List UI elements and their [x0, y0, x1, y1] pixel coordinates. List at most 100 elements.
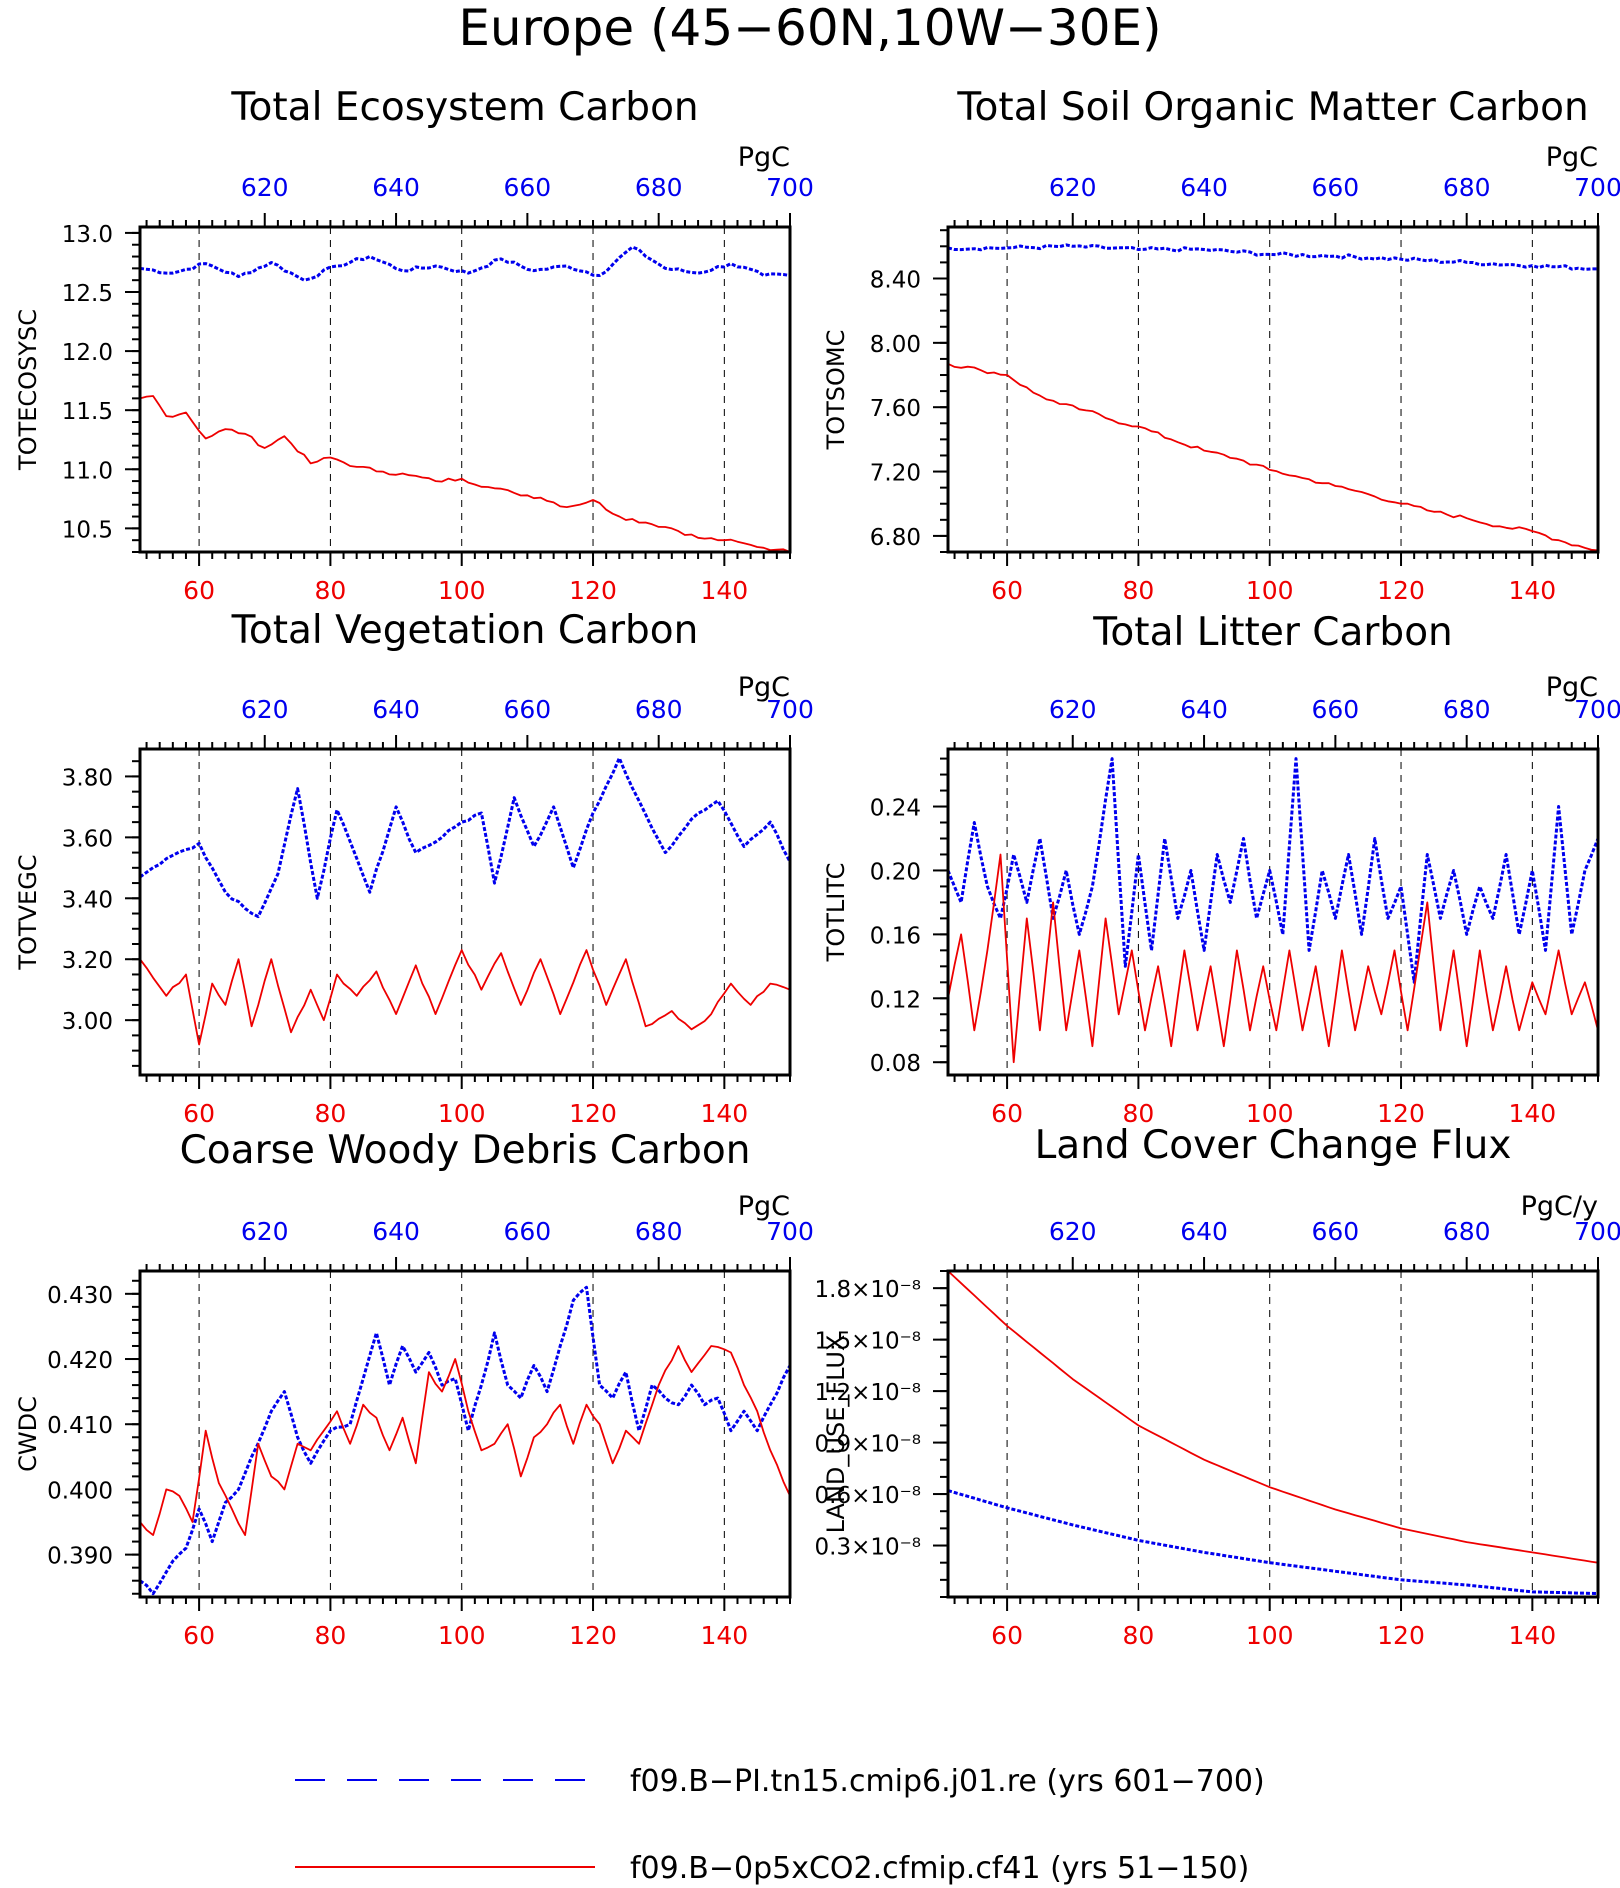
legend: f09.B−PI.tn15.cmip6.j01.re (yrs 601−700)…	[295, 1764, 1265, 1886]
unit-label: PgC/y	[1521, 1191, 1598, 1222]
chart-title: Coarse Woody Debris Carbon	[180, 1128, 751, 1173]
x-tick-label-top: 620	[1049, 173, 1097, 202]
x-tick-label-top: 620	[1049, 1217, 1097, 1246]
chart-title: Total Vegetation Carbon	[231, 608, 699, 653]
chart-title: Total Ecosystem Carbon	[230, 85, 698, 130]
chart-panel: Land Cover Change Flux PgC/y LAND_USE_FLUX…	[815, 1123, 1620, 1650]
x-tick-label-top: 620	[1049, 695, 1097, 724]
x-tick-label-bottom: 120	[569, 576, 617, 605]
x-tick-label-top: 640	[1180, 173, 1228, 202]
x-tick-label-top: 660	[504, 1217, 552, 1246]
x-tick-label-top: 680	[635, 695, 683, 724]
y-axis-label: TOTVEGC	[14, 854, 42, 970]
y-tick-label: 12.5	[62, 281, 113, 307]
x-tick-label-bottom: 80	[314, 576, 346, 605]
legend-label: f09.B−PI.tn15.cmip6.j01.re (yrs 601−700)	[630, 1764, 1265, 1799]
x-tick-label-top: 660	[1312, 1217, 1360, 1246]
x-tick-label-top: 700	[766, 695, 814, 724]
y-tick-label: 0.6×10⁻⁸	[815, 1483, 921, 1509]
chart-panel: Coarse Woody Debris Carbon PgC CWDC 60 80 100…	[14, 1128, 814, 1650]
x-tick-label-bottom: 120	[569, 1099, 617, 1128]
chart-title: Total Litter Carbon	[1092, 610, 1453, 655]
series-line-pi-control	[948, 757, 1598, 984]
chart-panel: Total Litter Carbon PgC TOTLITC 60 80 100 120 1…	[822, 610, 1620, 1128]
x-tick-label-bottom: 100	[1246, 1621, 1294, 1650]
x-tick-label-bottom: 100	[438, 576, 486, 605]
page-title: Europe (45−60N,10W−30E)	[458, 0, 1161, 57]
series-line-half-co2	[140, 949, 790, 1046]
y-tick-label: 0.9×10⁻⁸	[815, 1432, 921, 1458]
x-tick-label-top: 680	[1443, 1217, 1491, 1246]
y-tick-label: 1.8×10⁻⁸	[815, 1277, 921, 1303]
chart-panel: Total Vegetation Carbon PgC TOTVEGC 60 80 100…	[14, 608, 814, 1128]
x-tick-label-top: 700	[1574, 173, 1620, 202]
x-tick-label-top: 620	[241, 695, 289, 724]
x-tick-label-top: 620	[241, 173, 289, 202]
series-line-pi-control	[140, 245, 790, 282]
chart-panel: Total Soil Organic Matter Carbon PgC TOTSO…	[822, 85, 1620, 605]
x-tick-label-top: 660	[1312, 173, 1360, 202]
x-tick-label-bottom: 60	[991, 1621, 1023, 1650]
x-tick-label-bottom: 60	[183, 1621, 215, 1650]
x-tick-label-top: 640	[372, 173, 420, 202]
y-tick-label: 3.20	[62, 948, 113, 974]
unit-label: PgC	[738, 142, 790, 173]
y-tick-label: 0.420	[47, 1348, 113, 1374]
series-line-pi-control	[140, 1285, 790, 1596]
y-tick-label: 6.80	[870, 525, 921, 551]
x-tick-label-bottom: 60	[991, 1099, 1023, 1128]
x-tick-label-bottom: 120	[1377, 576, 1425, 605]
unit-label: PgC	[1546, 672, 1598, 703]
plot-frame	[138, 1269, 792, 1599]
y-tick-label: 3.60	[62, 826, 113, 852]
x-tick-label-bottom: 140	[700, 576, 748, 605]
x-tick-label-bottom: 60	[183, 1099, 215, 1128]
chart-panel: Total Ecosystem Carbon PgC TOTECOSYSC 60 80 1…	[14, 85, 814, 605]
x-tick-label-bottom: 120	[1377, 1621, 1425, 1650]
plot-frame	[946, 225, 1600, 554]
x-tick-label-bottom: 100	[1246, 1099, 1294, 1128]
unit-label: PgC	[738, 1191, 790, 1222]
y-tick-label: 3.40	[62, 887, 113, 913]
y-axis-label: TOTECOSYSC	[14, 309, 42, 471]
x-tick-label-bottom: 140	[1508, 1621, 1556, 1650]
x-tick-label-top: 640	[1180, 1217, 1228, 1246]
legend-label: f09.B−0p5xCO2.cfmip.cf41 (yrs 51−150)	[630, 1851, 1249, 1886]
plot-frame	[138, 225, 792, 554]
x-tick-label-bottom: 140	[700, 1621, 748, 1650]
y-axis-label: TOTLITC	[822, 863, 850, 963]
x-tick-label-bottom: 100	[1246, 576, 1294, 605]
y-axis-label: CWDC	[14, 1396, 42, 1472]
x-tick-label-top: 640	[372, 695, 420, 724]
x-tick-label-bottom: 60	[183, 576, 215, 605]
y-tick-label: 11.5	[62, 399, 113, 425]
series-line-pi-control	[948, 1489, 1598, 1596]
chart-title: Total Soil Organic Matter Carbon	[956, 85, 1588, 130]
y-tick-label: 0.430	[47, 1283, 113, 1309]
x-tick-label-top: 620	[241, 1217, 289, 1246]
chart-title: Land Cover Change Flux	[1035, 1123, 1512, 1168]
x-tick-label-bottom: 80	[314, 1621, 346, 1650]
x-tick-label-top: 640	[1180, 695, 1228, 724]
y-tick-label: 0.400	[47, 1478, 113, 1504]
y-tick-label: 0.08	[870, 1051, 921, 1077]
unit-label: PgC	[738, 672, 790, 703]
y-tick-label: 1.5×10⁻⁸	[815, 1329, 921, 1355]
plot-frame	[138, 747, 792, 1077]
y-tick-label: 7.60	[870, 396, 921, 422]
x-tick-label-bottom: 140	[1508, 1099, 1556, 1128]
y-tick-label: 3.00	[62, 1009, 113, 1035]
y-axis-label: TOTSOMC	[822, 330, 850, 451]
panels: Total Ecosystem Carbon PgC TOTECOSYSC 60 80 1…	[14, 85, 1620, 1650]
x-tick-label-bottom: 80	[1122, 1621, 1154, 1650]
x-tick-label-bottom: 80	[1122, 1099, 1154, 1128]
x-tick-label-top: 700	[1574, 1217, 1620, 1246]
series-line-half-co2	[140, 395, 790, 552]
x-tick-label-bottom: 80	[1122, 576, 1154, 605]
y-axis-label: LAND_USE_FLUX	[822, 1335, 850, 1534]
y-tick-label: 7.20	[870, 461, 921, 487]
y-tick-label: 3.80	[62, 765, 113, 791]
x-tick-label-top: 680	[1443, 173, 1491, 202]
x-tick-label-bottom: 120	[1377, 1099, 1425, 1128]
y-tick-label: 8.40	[870, 267, 921, 293]
